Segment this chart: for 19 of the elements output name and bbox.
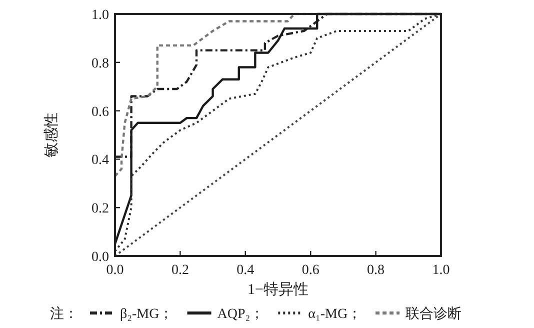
y-tick-label: 0.6 (92, 104, 109, 120)
legend-label: β₂-MG； (120, 307, 174, 322)
y-tick-label: 0.0 (92, 250, 109, 265)
y-tick-label: 0.2 (92, 202, 109, 217)
legend-label: 联合诊断 (406, 306, 462, 322)
y-axis-title: 敏感性 (43, 112, 60, 158)
legend-label: AQP₂； (217, 307, 264, 322)
y-tick-label: 0.4 (92, 153, 109, 168)
x-tick-label: 0.0 (106, 263, 124, 278)
x-tick-label: 0.8 (367, 263, 385, 278)
x-tick-label: 0.6 (302, 263, 320, 278)
y-tick-label: 1.0 (92, 8, 109, 23)
legend-label: α₁-MG； (308, 307, 362, 322)
x-tick-label: 0.2 (171, 263, 189, 278)
x-tick-label: 1.0 (432, 263, 450, 278)
y-tick-label: 0.8 (92, 56, 109, 72)
x-tick-label: 0.4 (236, 263, 254, 278)
x-axis-title: 1−特异性 (248, 281, 308, 298)
legend-title: 注： (50, 306, 78, 322)
